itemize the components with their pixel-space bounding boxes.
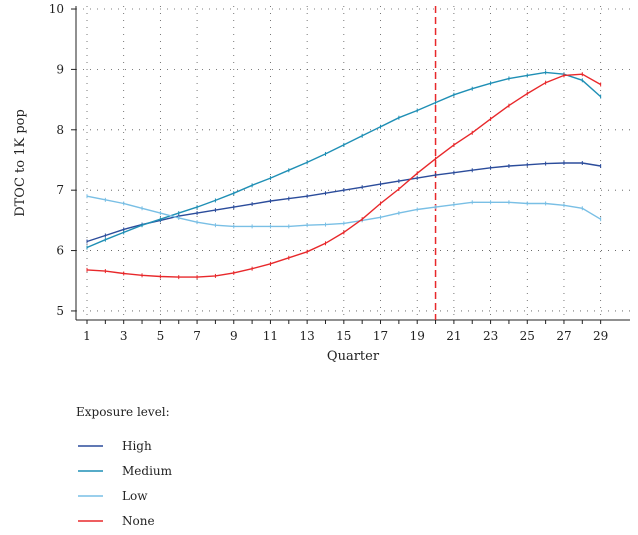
y-tick-label: 8 [56,123,64,137]
x-tick-label: 27 [556,329,571,343]
x-tick-label: 23 [483,329,498,343]
y-axis-label: DTOC to 1K pop [13,109,28,217]
x-axis-ticks: 1 3 5 7 9 11 13 15 17 19 21 23 25 27 29 [83,320,608,343]
legend-title: Exposure level: [76,405,170,419]
x-tick-label: 15 [336,329,351,343]
y-tick-label: 10 [49,2,64,16]
x-axis-label: Quarter [327,349,380,364]
y-tick-label: 6 [56,244,64,258]
legend-label-none: None [122,514,155,528]
y-tick-label: 9 [56,62,64,76]
x-tick-label: 13 [299,329,314,343]
y-tick-label: 7 [56,183,64,197]
x-tick-label: 29 [593,329,608,343]
y-axis-ticks: 5 6 7 8 9 10 [49,2,76,318]
x-tick-label: 3 [120,329,128,343]
y-tick-label: 5 [56,304,64,318]
x-tick-label: 21 [446,329,461,343]
x-tick-label: 19 [410,329,425,343]
x-tick-label: 5 [157,329,165,343]
series-lines [86,70,602,280]
x-tick-label: 9 [230,329,238,343]
x-tick-label: 17 [373,329,388,343]
legend-label-high: High [122,439,152,453]
series-line-medium [86,71,602,249]
x-tick-label: 1 [83,329,91,343]
x-tick-label: 25 [520,329,535,343]
legend-label-low: Low [122,489,148,503]
x-tick-label: 7 [193,329,201,343]
x-tick-label: 11 [263,329,278,343]
legend: Exposure level: High Medium Low None [76,405,173,528]
legend-label-medium: Medium [122,464,173,478]
